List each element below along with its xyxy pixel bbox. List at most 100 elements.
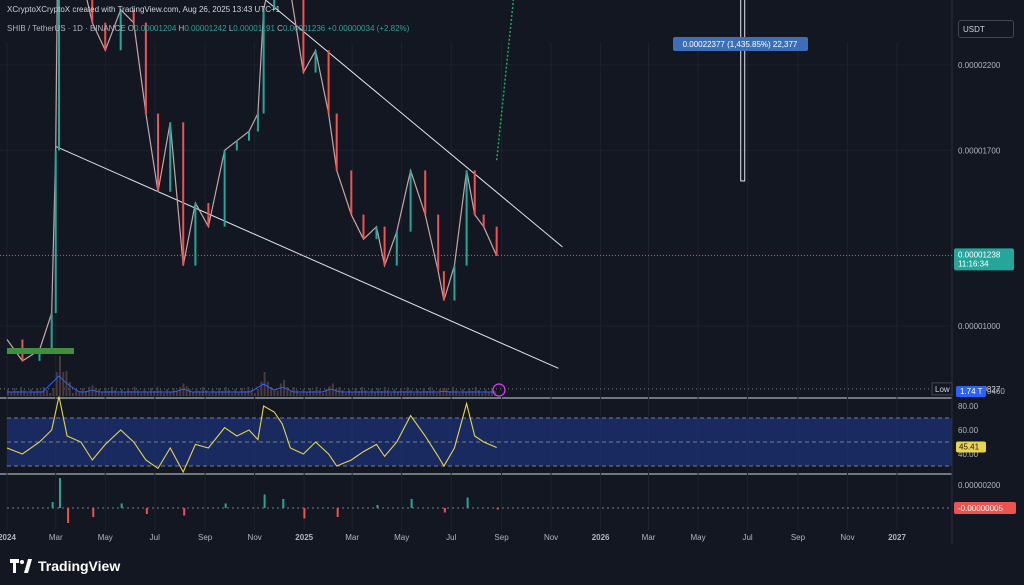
candle [223, 150, 226, 227]
time-tick-label: Jul [150, 533, 160, 542]
time-tick-label: Nov [840, 533, 854, 542]
symbol-label[interactable]: SHIB / TetherUS · 1D · BINANCE [7, 24, 126, 33]
price-tick-label: 0.00002200 [958, 61, 1001, 70]
volume-bar [97, 389, 100, 396]
volume-bar [380, 391, 383, 396]
volume-bar [442, 388, 445, 396]
volume-bar [250, 390, 253, 396]
candle [482, 214, 485, 227]
volume-bar [435, 393, 438, 396]
candle [104, 22, 107, 51]
volume-bar [266, 381, 269, 396]
volume-bar [364, 390, 367, 396]
last-price-tag [954, 248, 1014, 271]
time-tick-label: Nov [544, 533, 558, 542]
time-tick-label: May [98, 533, 113, 542]
volume-bar [318, 390, 321, 396]
currency-button[interactable]: USDT [958, 20, 1014, 38]
volume-bar [114, 390, 117, 396]
attribution-text: XCryptoXCryptoX created with TradingView… [7, 5, 281, 14]
time-tick-label: Mar [642, 533, 656, 542]
volume-bar [328, 386, 331, 396]
rsi-tag [956, 441, 986, 453]
candle [247, 131, 250, 141]
candle [182, 122, 185, 266]
time-tick-label: May [394, 533, 409, 542]
volume-bar [432, 390, 435, 396]
volume-bar [136, 390, 139, 396]
candle [132, 9, 135, 23]
volume-bar [214, 392, 217, 396]
macd-bar [67, 508, 70, 523]
candle [362, 214, 365, 240]
price-tick-label: 0.00001700 [958, 146, 1001, 155]
macd-bar [120, 503, 123, 508]
volume-bar [351, 392, 354, 396]
change-value: +0.00000034 (+2.82%) [327, 24, 410, 33]
volume-bar [426, 391, 429, 396]
low-label: L [228, 24, 234, 33]
volume-bar [341, 390, 344, 396]
macd-bar [58, 478, 61, 508]
lower-trendline [55, 146, 559, 369]
candle [437, 214, 440, 272]
candle [495, 226, 498, 256]
volume-bar [227, 390, 230, 396]
rsi-tick-label: 80.00 [958, 402, 979, 411]
candle [383, 226, 386, 266]
volume-bar [296, 390, 299, 396]
time-tick-label: Sep [198, 533, 213, 542]
low-tag-box [931, 382, 953, 396]
macd-tick-label: 0.00000200 [958, 481, 1001, 490]
volume-bar [257, 389, 260, 396]
volume-bar [221, 391, 224, 396]
volume-marker [7, 348, 74, 354]
volume-bar [107, 391, 110, 396]
candle [194, 203, 197, 266]
volume-bar [494, 391, 497, 396]
candle [119, 9, 122, 51]
volume-bar [188, 389, 191, 396]
volume-bar [387, 390, 390, 396]
candle [453, 265, 456, 301]
time-tick-label: Mar [49, 533, 63, 542]
volume-bar [448, 391, 451, 396]
macd-bar [183, 508, 186, 516]
candle [375, 226, 378, 240]
volume-bar [344, 393, 347, 396]
price-tick-label: 0460 [987, 387, 1005, 396]
macd-bar [92, 508, 95, 517]
volume-bar [16, 391, 19, 396]
macd-bar [51, 502, 54, 508]
volume-bar [481, 393, 484, 396]
macd-bar [466, 497, 469, 508]
alert-icon [492, 383, 506, 397]
low-value: 0.00001191 [233, 24, 275, 33]
volume-bar [159, 390, 162, 396]
time-tick-label: Sep [791, 533, 806, 542]
high-label: H [178, 24, 185, 33]
volume-bar [312, 391, 315, 396]
open-value: 0.00001204 [134, 24, 177, 33]
candle [302, 0, 305, 73]
time-tick-label: Jul [742, 533, 752, 542]
volume-value: 1.74 T [960, 387, 983, 396]
volume-bar [130, 391, 133, 396]
volume-bar [231, 393, 234, 396]
volume-bar [52, 388, 55, 396]
volume-bar [140, 393, 143, 396]
measure-label-box [673, 37, 808, 51]
volume-ma-line [7, 375, 495, 393]
close-value: 0.00001236 [282, 24, 326, 33]
brand-logo[interactable]: TradingView [10, 558, 120, 574]
macd-bar [282, 499, 285, 508]
candle [207, 203, 210, 227]
macd-bar [443, 508, 446, 513]
volume-bar [71, 393, 74, 396]
candle [350, 170, 353, 215]
macd-tag [954, 502, 1016, 514]
candle [91, 0, 94, 23]
upper-trendline [264, 0, 563, 248]
candle [235, 140, 238, 151]
